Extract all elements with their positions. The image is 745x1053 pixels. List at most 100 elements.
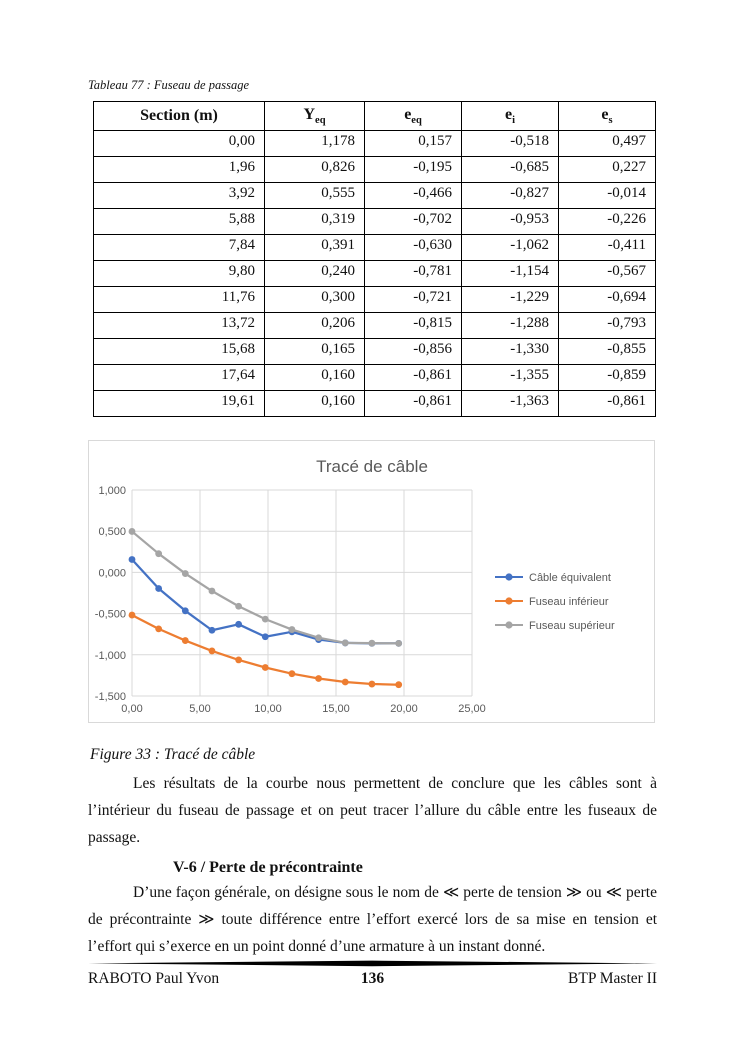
- data-point: [155, 585, 163, 592]
- table-cell: 0,826: [264, 156, 365, 183]
- table-cell: 0,240: [264, 260, 365, 287]
- x-tick-label: 10,00: [254, 703, 282, 715]
- table-row: 17,64 0,160 -0,861 -1,355 -0,859: [93, 364, 656, 391]
- x-tick-label: 5,00: [189, 703, 210, 715]
- y-tick-label: -1,000: [95, 650, 126, 662]
- data-point: [128, 611, 136, 619]
- table-cell: 7,84: [93, 234, 265, 261]
- data-point: [235, 620, 243, 628]
- data-point: [155, 625, 163, 633]
- data-point: [395, 681, 403, 689]
- table-cell: -1,330: [461, 338, 559, 365]
- table-cell: 0,497: [558, 130, 656, 157]
- fuseau-table: Section (m) Yeq eeq ei es 0,00 1,178 0,157…: [93, 101, 656, 417]
- chart-title: Tracé de câble: [316, 457, 428, 476]
- table-cell: 0,391: [264, 234, 365, 261]
- footer-author: RABOTO Paul Yvon: [88, 970, 220, 987]
- data-point: [181, 637, 189, 644]
- legend-label: Fuseau supérieur: [529, 620, 615, 632]
- table-cell: -0,855: [558, 338, 656, 365]
- table-row: 0,00 1,178 0,157 -0,518 0,497: [93, 130, 656, 157]
- chart-container: 0,00 5,00 10,00 15,00 20,00 25,00 1,000 0,500 0,…: [88, 440, 655, 723]
- legend-label: Câble équivalent: [529, 572, 611, 584]
- footer-divider-shape: [88, 960, 657, 967]
- col-header-yeq: Yeq: [264, 101, 365, 131]
- data-point: [208, 647, 216, 655]
- data-point: [208, 587, 216, 595]
- footer-program: BTP Master II: [568, 970, 657, 987]
- table-cell: -0,793: [558, 312, 656, 339]
- table-header-row: Section (m) Yeq eeq ei es: [93, 101, 656, 131]
- footer-page-number: 136: [360, 970, 385, 987]
- y-tick-label: -1,500: [95, 691, 126, 703]
- table-cell: 1,178: [264, 130, 365, 157]
- table-cell: 0,160: [264, 390, 365, 417]
- table-cell: -0,953: [461, 208, 559, 235]
- table-cell: 3,92: [93, 182, 265, 209]
- page-content: Tableau 77 : Fuseau de passage Section (…: [88, 0, 657, 960]
- data-point: [181, 570, 189, 577]
- data-point: [155, 550, 163, 558]
- table-cell: -0,411: [558, 234, 656, 261]
- data-point: [315, 675, 322, 682]
- table-cell: -0,685: [461, 156, 559, 183]
- col-header-eeq: eeq: [364, 101, 462, 131]
- table-cell: 19,61: [93, 390, 265, 417]
- series-line: [130, 530, 400, 645]
- table-cell: 0,157: [364, 130, 462, 157]
- table-row: 15,68 0,165 -0,856 -1,330 -0,855: [93, 338, 656, 365]
- table-cell: -0,815: [364, 312, 462, 339]
- table-cell: 15,68: [93, 338, 265, 365]
- legend-swatch-marker: [505, 621, 513, 629]
- table-row: 3,92 0,555 -0,466 -0,827 -0,014: [93, 182, 656, 209]
- col-header-section: Section (m): [93, 101, 265, 131]
- series-line: [130, 613, 400, 686]
- x-tick-label: 15,00: [322, 703, 350, 715]
- table-cell: -0,827: [461, 182, 559, 209]
- paragraph-definition: D’une façon générale, on désigne sous le…: [88, 884, 657, 955]
- data-point: [235, 656, 243, 664]
- table-cell: -1,363: [461, 390, 559, 417]
- data-point: [261, 664, 269, 671]
- table-cell: -0,466: [364, 182, 462, 209]
- x-tick-label: 25,00: [458, 703, 486, 715]
- table-row: 13,72 0,206 -0,815 -1,288 -0,793: [93, 312, 656, 339]
- table-cell: -0,861: [558, 390, 656, 417]
- table-cell: -0,861: [364, 390, 462, 417]
- x-tick-label: 20,00: [390, 703, 418, 715]
- col-header-es: es: [558, 101, 656, 131]
- table-cell: -0,861: [364, 364, 462, 391]
- footer-divider: [88, 960, 657, 967]
- data-point: [288, 670, 296, 678]
- figure-caption: Figure 33 : Tracé de câble: [90, 746, 256, 763]
- table-cell: -0,859: [558, 364, 656, 391]
- table-cell: -0,702: [364, 208, 462, 235]
- data-point: [368, 639, 376, 647]
- legend-swatch-marker: [505, 573, 513, 581]
- legend-label: Fuseau inférieur: [529, 596, 609, 608]
- table-cell: 0,206: [264, 312, 365, 339]
- col-header-ei: ei: [461, 101, 559, 131]
- table-cell: -1,288: [461, 312, 559, 339]
- table-cell: 5,88: [93, 208, 265, 235]
- data-point: [288, 626, 296, 633]
- table-cell: -0,721: [364, 286, 462, 313]
- data-point: [395, 639, 403, 647]
- data-point: [261, 633, 269, 641]
- table-cell: 0,160: [264, 364, 365, 391]
- table-cell: 0,165: [264, 338, 365, 365]
- data-point: [261, 615, 269, 623]
- table-cell: 11,76: [93, 286, 265, 313]
- data-point: [128, 528, 136, 535]
- legend-swatch-marker: [505, 597, 513, 605]
- data-point: [208, 626, 216, 634]
- table-cell: -1,062: [461, 234, 559, 261]
- cable-chart: 0,00 5,00 10,00 15,00 20,00 25,00 1,000 0,500 0,…: [95, 457, 615, 715]
- table-cell: -0,567: [558, 260, 656, 287]
- data-point: [128, 556, 136, 563]
- data-point: [341, 639, 349, 647]
- table-cell: 13,72: [93, 312, 265, 339]
- table-body: 0,00 1,178 0,157 -0,518 0,497 1,96 0,826 -0,195…: [93, 130, 656, 417]
- table-row: 1,96 0,826 -0,195 -0,685 0,227: [93, 156, 656, 183]
